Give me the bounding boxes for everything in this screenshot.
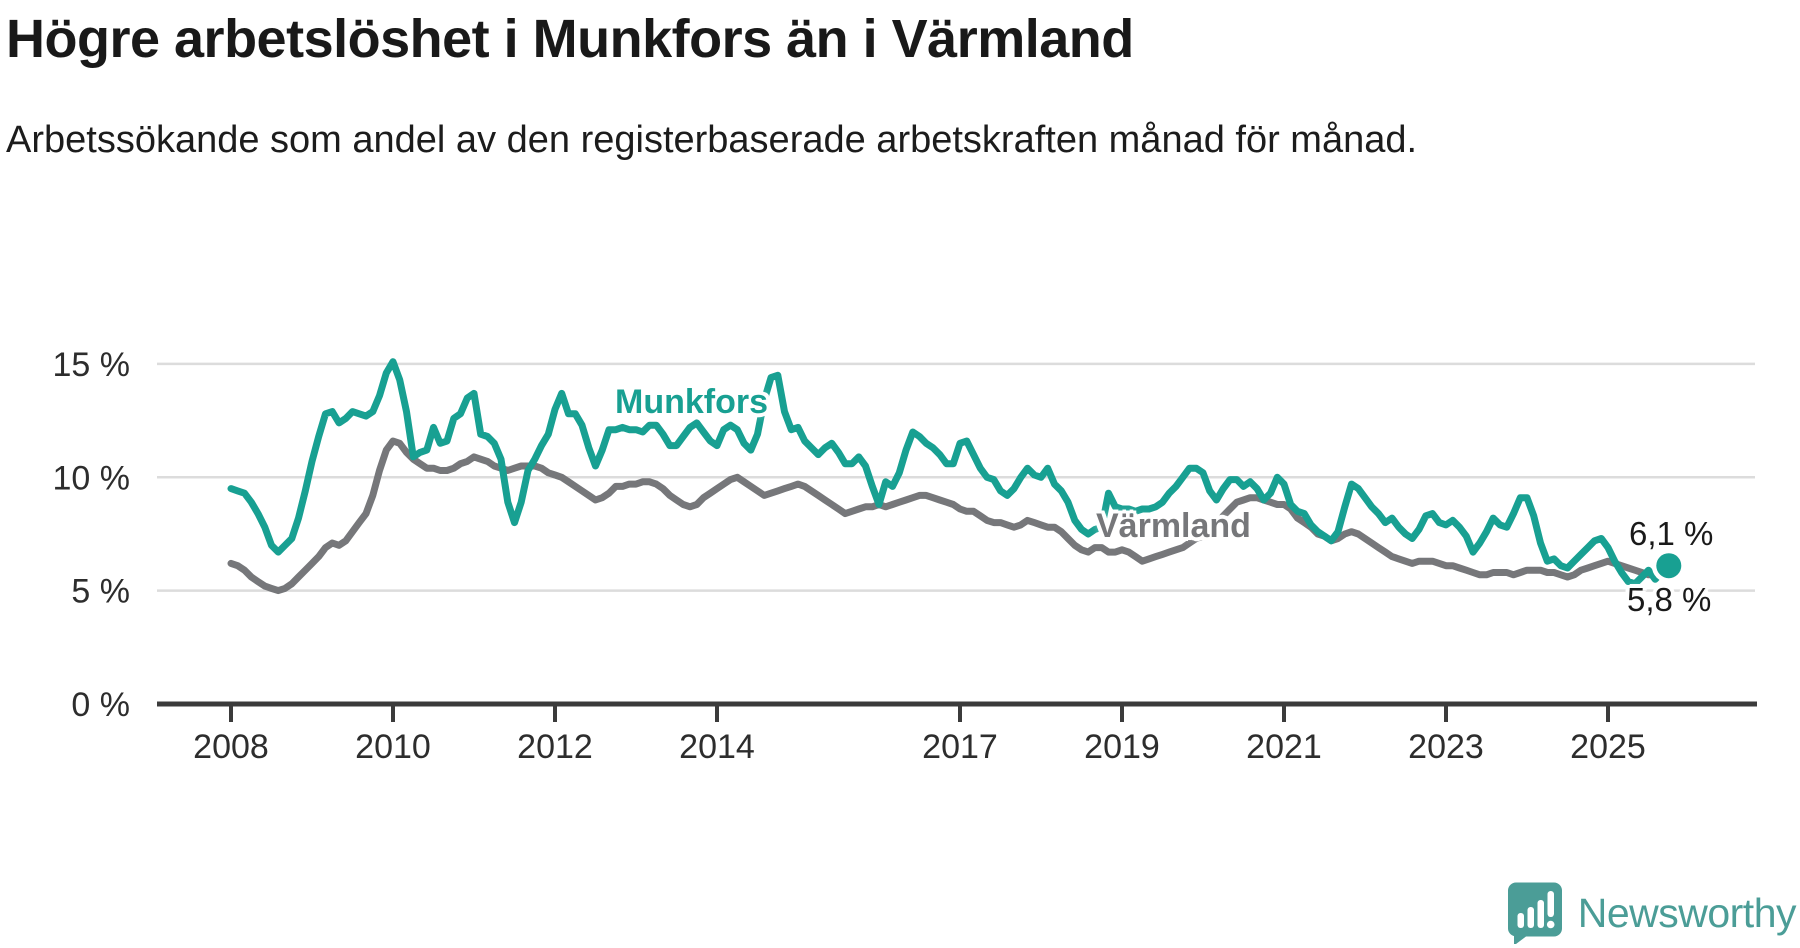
logo-text: Newsworthy [1577,889,1797,936]
series-label-munkfors: Munkfors [615,383,768,421]
x-tick-label: 2025 [1570,728,1646,766]
x-tick-label: 2017 [922,728,998,766]
page-title: Högre arbetslöshet i Munkfors än i Värml… [6,9,1134,69]
x-tick-label: 2012 [517,728,593,766]
y-tick-label: 5 % [71,573,130,611]
x-tick-label: 2008 [193,728,269,766]
x-tick-label: 2023 [1408,728,1484,766]
bar-chart-speech-bubble-icon [1507,882,1562,944]
newsworthy-logo: Newsworthy [1507,882,1797,944]
end-value-label-varmland: 5,8 % [1627,581,1712,618]
end-dot [1656,553,1682,579]
y-tick-label: 10 % [53,459,131,497]
x-tick-label: 2010 [355,728,431,766]
x-tick-label: 2019 [1084,728,1160,766]
y-tick-label: 0 % [71,686,130,724]
x-tick-label: 2014 [679,728,755,766]
x-tick-label: 2021 [1246,728,1322,766]
y-tick-label: 15 % [53,346,131,384]
series-line-värmland [227,437,1673,595]
chart-subtitle: Arbetssökande som andel av den registerb… [6,119,1418,161]
end-value-label-munkfors: 6,1 % [1629,515,1714,552]
series-label-varmland: Värmland [1096,507,1251,545]
series-line-munkfors [227,358,1673,588]
